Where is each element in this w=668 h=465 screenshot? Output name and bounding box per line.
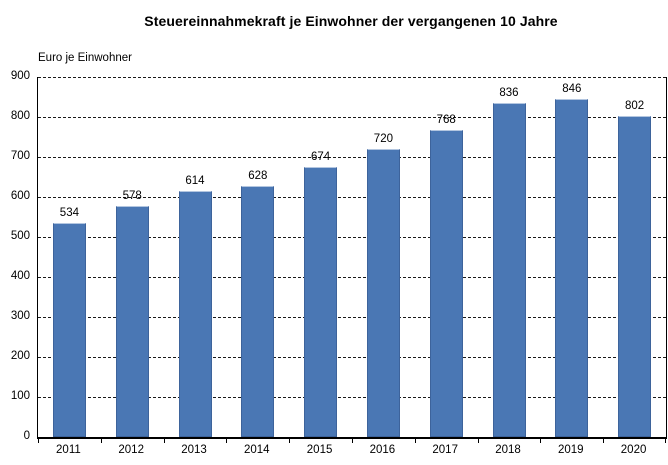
bar-value-label-2014: 628 (248, 169, 268, 182)
x-category-label-2014: 2014 (243, 444, 270, 456)
gridline-100 (38, 397, 666, 398)
chart-title: Steuereinnahmekraft je Einwohner der ver… (144, 13, 558, 29)
y-tick-label-600: 600 (10, 190, 30, 202)
bar-2019 (555, 98, 589, 437)
bar-2011 (52, 223, 86, 437)
x-axis-tick (665, 439, 666, 443)
x-category-label-2013: 2013 (181, 444, 207, 456)
x-axis-tick (603, 439, 605, 443)
y-tick-label-0: 0 (23, 430, 30, 442)
y-tick-label-100: 100 (10, 390, 30, 402)
x-axis-tick (163, 439, 165, 443)
y-tick-label-300: 300 (10, 310, 30, 322)
x-category-label-2016: 2016 (369, 444, 396, 456)
plot-area: 534 578 614 628 674 720 768 836 846 802 (37, 77, 667, 443)
bar-2013 (178, 191, 212, 437)
bar-value-label-2011: 534 (59, 207, 79, 220)
x-axis-tick (226, 439, 228, 443)
gridline-800 (38, 117, 666, 118)
bar-2015 (304, 167, 338, 437)
bar-2017 (429, 129, 463, 437)
x-axis-tick (414, 439, 416, 443)
gridline-400 (38, 277, 666, 278)
x-category-label-2018: 2018 (495, 444, 521, 456)
x-axis-tick (289, 439, 291, 443)
bar-value-label-2019: 846 (562, 82, 582, 95)
bar-value-label-2020: 802 (624, 100, 645, 113)
x-category-label-2011: 2011 (56, 444, 81, 456)
bar-2020 (618, 116, 652, 437)
y-tick-label-700: 700 (10, 150, 30, 162)
y-tick-label-500: 500 (10, 230, 30, 242)
bar-2012 (115, 205, 149, 437)
gridline-900 (38, 77, 666, 78)
bar-value-label-2018: 836 (499, 86, 519, 99)
y-tick-label-400: 400 (10, 270, 30, 282)
bar-value-label-2013: 614 (185, 175, 205, 188)
gridline-200 (38, 357, 666, 358)
bar-2018 (492, 102, 526, 437)
bar-value-label-2017: 768 (436, 113, 456, 126)
y-tick-label-200: 200 (10, 350, 30, 362)
bar-value-label-2016: 720 (373, 133, 393, 145)
gridline-700 (38, 157, 666, 158)
gridline-300 (38, 317, 666, 318)
x-category-label-2015: 2015 (306, 444, 333, 456)
x-category-label-2020: 2020 (620, 444, 647, 456)
x-axis-tick (477, 439, 479, 443)
x-axis-tick (352, 439, 353, 443)
bar-2016 (366, 149, 400, 437)
x-axis-tick (38, 439, 39, 443)
x-axis-tick (540, 439, 542, 443)
gridline-600 (38, 197, 666, 198)
gridline-500 (38, 237, 666, 238)
x-category-label-2012: 2012 (118, 444, 144, 456)
y-tick-label-800: 800 (10, 110, 30, 122)
x-category-label-2019: 2019 (557, 444, 584, 456)
x-category-label-2017: 2017 (432, 444, 458, 456)
y-axis-unit-label: Euro je Einwohner (38, 52, 132, 64)
bar-value-label-2015: 674 (310, 151, 331, 164)
bar-2014 (241, 185, 275, 437)
bar-value-label-2012: 578 (122, 189, 142, 202)
y-tick-label-900: 900 (10, 70, 30, 82)
x-axis-tick (100, 439, 102, 443)
